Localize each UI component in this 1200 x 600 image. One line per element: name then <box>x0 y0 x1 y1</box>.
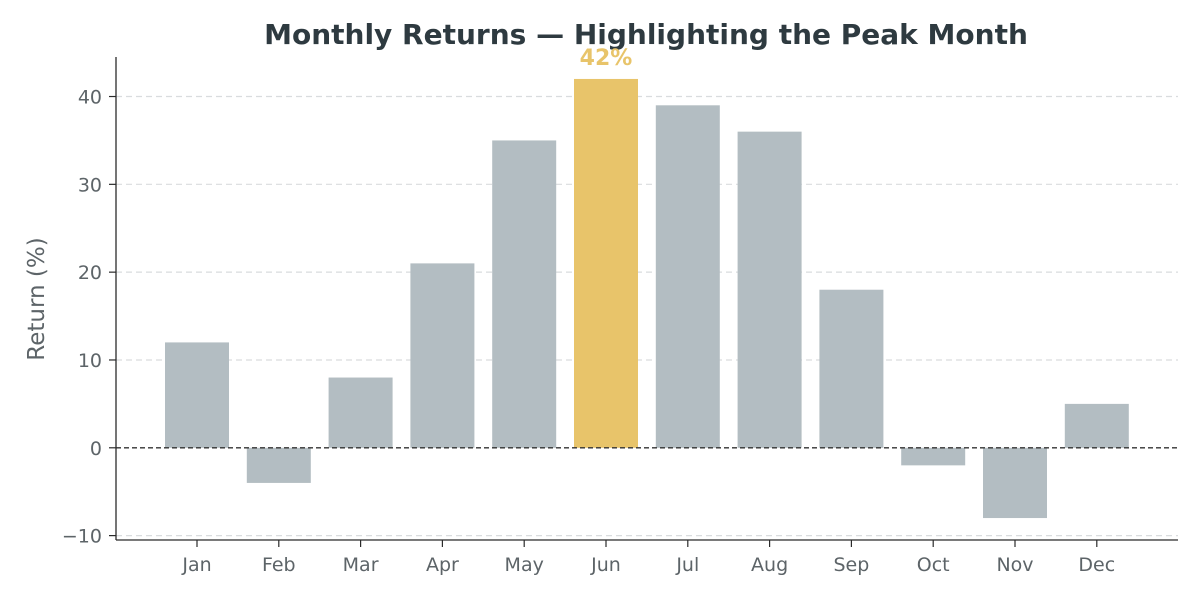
x-tick-label: Apr <box>426 554 459 576</box>
bar <box>328 377 393 448</box>
chart-title: Monthly Returns — Highlighting the Peak … <box>264 18 1028 51</box>
x-tick-label: Oct <box>917 554 950 576</box>
bar <box>492 140 557 448</box>
y-tick-label: 0 <box>90 438 102 460</box>
y-tick-label: −10 <box>62 526 102 548</box>
bar <box>1064 403 1129 448</box>
bar <box>655 105 720 448</box>
y-axis-ticks: −10 0 10 20 30 40 <box>62 87 116 548</box>
bar <box>819 289 884 448</box>
x-tick-label: Jan <box>181 554 211 576</box>
bars <box>165 78 1129 519</box>
x-tick-label: Aug <box>751 554 788 576</box>
y-tick-label: 20 <box>78 262 102 284</box>
x-tick-label: Jul <box>675 554 699 576</box>
x-tick-label: Jun <box>590 554 621 576</box>
bar-peak <box>574 78 638 448</box>
x-tick-label: Nov <box>996 554 1033 576</box>
x-tick-label: Mar <box>343 554 379 576</box>
y-tick-label: 40 <box>78 87 102 109</box>
y-tick-label: 30 <box>78 174 102 196</box>
x-tick-label: Sep <box>833 554 869 576</box>
x-tick-label: May <box>505 554 544 576</box>
bar <box>165 342 229 448</box>
bar <box>737 131 802 448</box>
y-axis-label: Return (%) <box>24 237 50 360</box>
x-tick-label: Feb <box>262 554 296 576</box>
x-axis-ticks: Jan Feb Mar Apr May Jun Jul Aug Sep Oct Nov Dec <box>181 540 1115 576</box>
bar <box>410 263 475 448</box>
bar <box>983 447 1047 519</box>
bar <box>901 447 966 466</box>
y-tick-label: 10 <box>78 350 102 372</box>
bar <box>246 447 311 483</box>
grid-lines <box>116 95 1178 537</box>
x-tick-label: Dec <box>1078 554 1115 576</box>
peak-value-label: 42% <box>580 46 633 71</box>
